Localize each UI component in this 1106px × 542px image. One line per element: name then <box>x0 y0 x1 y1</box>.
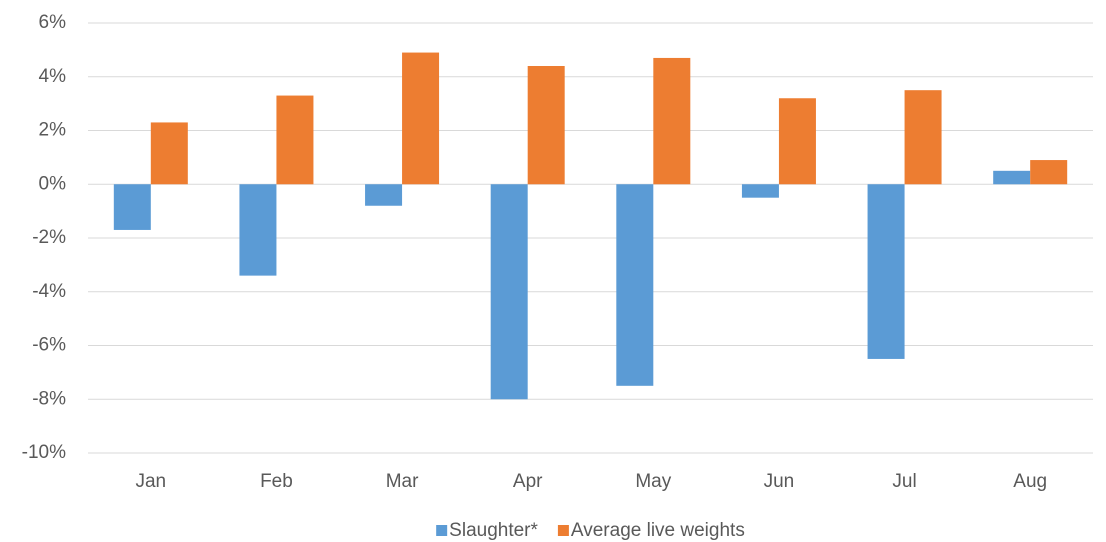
x-tick-label: Jan <box>135 471 166 492</box>
bar <box>993 170 1031 185</box>
bar <box>1030 160 1068 185</box>
bar <box>867 184 905 359</box>
y-tick-label: -4% <box>32 281 66 302</box>
bar <box>402 52 440 185</box>
x-tick-label: Aug <box>1013 471 1047 492</box>
bar <box>239 184 277 276</box>
legend-swatch <box>436 525 448 536</box>
bar <box>653 57 691 185</box>
bar <box>904 90 942 185</box>
legend-label: Average live weights <box>571 520 745 541</box>
bar <box>490 184 528 400</box>
x-tick-label: Feb <box>260 471 293 492</box>
bar <box>527 66 565 185</box>
bar <box>150 122 188 185</box>
y-tick-label: -6% <box>32 335 66 356</box>
y-tick-label: -2% <box>32 227 66 248</box>
bar <box>778 98 816 185</box>
bar <box>616 184 654 386</box>
x-tick-label: Jun <box>764 471 795 492</box>
y-tick-label: 4% <box>39 66 67 87</box>
legend-swatch <box>557 525 569 536</box>
y-tick-label: -10% <box>22 442 66 463</box>
legend-label: Slaughter* <box>449 520 538 541</box>
y-tick-label: 0% <box>39 173 67 194</box>
y-tick-label: 6% <box>39 12 67 33</box>
x-tick-label: Apr <box>513 471 543 492</box>
x-tick-label: May <box>635 471 671 492</box>
x-tick-label: Mar <box>386 471 419 492</box>
y-tick-label: -8% <box>32 388 66 409</box>
bar <box>276 95 314 185</box>
bar <box>365 184 403 206</box>
bar <box>113 184 151 230</box>
x-tick-label: Jul <box>892 471 916 492</box>
bar <box>741 184 779 198</box>
y-tick-label: 2% <box>39 120 67 141</box>
